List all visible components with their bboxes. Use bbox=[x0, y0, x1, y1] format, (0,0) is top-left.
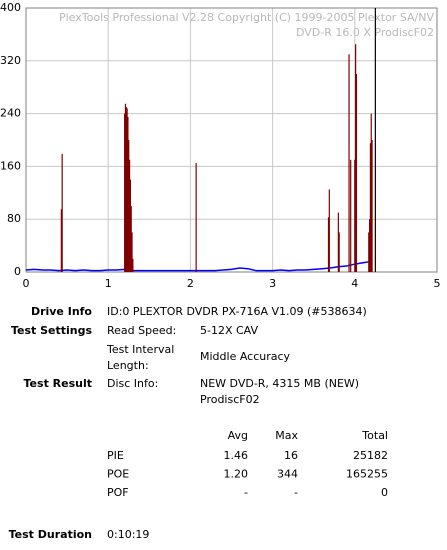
stats-cell: 25182 bbox=[353, 449, 388, 462]
stats-cell: 1.46 bbox=[224, 449, 249, 462]
key: Length: bbox=[107, 359, 149, 372]
x-tick-label: 1 bbox=[105, 277, 112, 290]
x-tick-label: 4 bbox=[351, 277, 358, 290]
stats-cell: 1.20 bbox=[224, 468, 249, 481]
stats-header: Total bbox=[361, 429, 388, 442]
value: ProdiscF02 bbox=[200, 393, 260, 406]
value: 5-12X CAV bbox=[200, 324, 258, 337]
stats-cell: - bbox=[294, 486, 298, 499]
watermark: DVD-R 16.0 X ProdiscF02 bbox=[296, 26, 434, 39]
key: Disc Info: bbox=[107, 377, 158, 390]
watermark: PlexTools Professional V2.28 Copyright (… bbox=[59, 11, 434, 24]
y-tick-label: 400 bbox=[0, 1, 21, 14]
line bbox=[25, 260, 372, 272]
stats-cell: 0 bbox=[381, 486, 388, 499]
stats-header: Avg bbox=[228, 429, 248, 442]
plot-frame bbox=[25, 7, 438, 273]
y-tick-label: 320 bbox=[0, 54, 21, 67]
y-tick-label: 80 bbox=[7, 212, 21, 225]
stats-label: PIE bbox=[107, 449, 124, 462]
y-tick-label: 160 bbox=[0, 159, 21, 172]
stats-cell: 344 bbox=[277, 468, 298, 481]
value: ID:0 PLEXTOR DVDR PX-716A V1.09 (#538634… bbox=[107, 305, 367, 318]
stats-cell: 16 bbox=[284, 449, 298, 462]
x-tick-label: 2 bbox=[187, 277, 194, 290]
value: NEW DVD-R, 4315 MB (NEW) bbox=[200, 377, 359, 390]
label: Test Settings bbox=[11, 324, 93, 337]
stats-cell: 165255 bbox=[346, 468, 388, 481]
x-tick-label: 0 bbox=[23, 277, 30, 290]
x-tick-label: 3 bbox=[269, 277, 276, 290]
key: Read Speed: bbox=[107, 324, 176, 337]
label: Test Duration bbox=[9, 528, 92, 541]
key: Test Interval bbox=[106, 343, 174, 356]
value: 0:10:19 bbox=[107, 528, 149, 541]
stats-label: POE bbox=[107, 468, 129, 481]
stats-cell: - bbox=[244, 486, 248, 499]
y-tick-label: 0 bbox=[14, 265, 21, 278]
label: Test Result bbox=[24, 377, 92, 390]
x-tick-label: 5 bbox=[434, 277, 441, 290]
stats-header: Max bbox=[275, 429, 298, 442]
y-tick-label: 240 bbox=[0, 107, 21, 120]
label: Drive Info bbox=[31, 305, 92, 318]
stats-label: POF bbox=[107, 486, 129, 499]
value: Middle Accuracy bbox=[200, 350, 291, 363]
